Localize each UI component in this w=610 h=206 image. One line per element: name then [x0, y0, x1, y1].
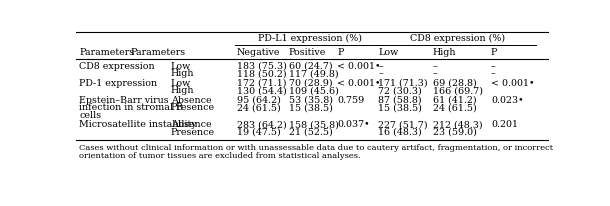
Text: Cases without clinical information or with unassessable data due to cautery arti: Cases without clinical information or wi… [79, 144, 553, 152]
Text: Low: Low [171, 62, 191, 71]
Text: 0.201: 0.201 [491, 120, 518, 129]
Text: 23 (59.0): 23 (59.0) [432, 128, 476, 137]
Text: –: – [378, 69, 383, 78]
Text: P: P [337, 48, 344, 57]
Text: 72 (30.3): 72 (30.3) [378, 87, 422, 95]
Text: orientation of tumor tissues are excluded from statistical analyses.: orientation of tumor tissues are exclude… [79, 152, 361, 160]
Text: 16 (48.3): 16 (48.3) [378, 128, 422, 137]
Text: Negative: Negative [237, 48, 280, 57]
Text: 172 (71.1): 172 (71.1) [237, 79, 286, 88]
Text: Low: Low [378, 48, 399, 57]
Text: 130 (54.4): 130 (54.4) [237, 87, 287, 95]
Text: –: – [491, 69, 495, 78]
Text: Low: Low [171, 79, 191, 88]
Text: 95 (64.2): 95 (64.2) [237, 96, 281, 105]
Text: Microsatellite instability: Microsatellite instability [79, 120, 197, 129]
Text: infection in stromal B: infection in stromal B [79, 103, 184, 112]
Text: cells: cells [79, 111, 101, 120]
Text: High: High [171, 87, 195, 95]
Text: 87 (58.8): 87 (58.8) [378, 96, 422, 105]
Text: 171 (71.3): 171 (71.3) [378, 79, 428, 88]
Text: PD-L1 expression (%): PD-L1 expression (%) [258, 34, 362, 43]
Text: Absence: Absence [171, 120, 212, 129]
Text: 15 (38.5): 15 (38.5) [378, 103, 422, 112]
Text: 117 (49.8): 117 (49.8) [289, 69, 338, 78]
Text: 0.023•: 0.023• [491, 96, 523, 105]
Text: Absence: Absence [171, 96, 212, 105]
Text: 15 (38.5): 15 (38.5) [289, 103, 332, 112]
Text: 69 (28.8): 69 (28.8) [432, 79, 476, 88]
Text: 283 (64.2): 283 (64.2) [237, 120, 287, 129]
Text: High: High [171, 69, 195, 78]
Text: 183 (75.3): 183 (75.3) [237, 62, 287, 71]
Text: Parameters: Parameters [131, 48, 185, 57]
Text: –: – [432, 69, 437, 78]
Text: CD8 expression: CD8 expression [79, 62, 155, 71]
Text: 53 (35.8): 53 (35.8) [289, 96, 332, 105]
Text: < 0.001•: < 0.001• [337, 79, 381, 88]
Text: < 0.001•: < 0.001• [491, 79, 534, 88]
Text: 70 (28.9): 70 (28.9) [289, 79, 332, 88]
Text: Presence: Presence [171, 128, 215, 137]
Text: 21 (52.5): 21 (52.5) [289, 128, 332, 137]
Text: –: – [432, 62, 437, 71]
Text: 60 (24.7): 60 (24.7) [289, 62, 332, 71]
Text: 19 (47.5): 19 (47.5) [237, 128, 281, 137]
Text: High: High [432, 48, 456, 57]
Text: 61 (41.2): 61 (41.2) [432, 96, 476, 105]
Text: 24 (61.5): 24 (61.5) [237, 103, 281, 112]
Text: Parameters: Parameters [79, 48, 134, 57]
Text: CD8 expression (%): CD8 expression (%) [411, 34, 506, 43]
Text: 118 (50.2): 118 (50.2) [237, 69, 286, 78]
Text: –: – [491, 62, 495, 71]
Text: –: – [378, 62, 383, 71]
Text: Positive: Positive [289, 48, 326, 57]
Text: Epstein–Barr virus: Epstein–Barr virus [79, 96, 169, 105]
Text: 0.037•: 0.037• [337, 120, 370, 129]
Text: 0.759: 0.759 [337, 96, 365, 105]
Text: Presence: Presence [171, 103, 215, 112]
Text: < 0.001•: < 0.001• [337, 62, 381, 71]
Text: 158 (35.8): 158 (35.8) [289, 120, 339, 129]
Text: P: P [491, 48, 497, 57]
Text: 109 (45.6): 109 (45.6) [289, 87, 339, 95]
Text: PD-1 expression: PD-1 expression [79, 79, 157, 88]
Text: 24 (61.5): 24 (61.5) [432, 103, 476, 112]
Text: 212 (48.3): 212 (48.3) [432, 120, 483, 129]
Text: 227 (51.7): 227 (51.7) [378, 120, 428, 129]
Text: 166 (69.7): 166 (69.7) [432, 87, 483, 95]
